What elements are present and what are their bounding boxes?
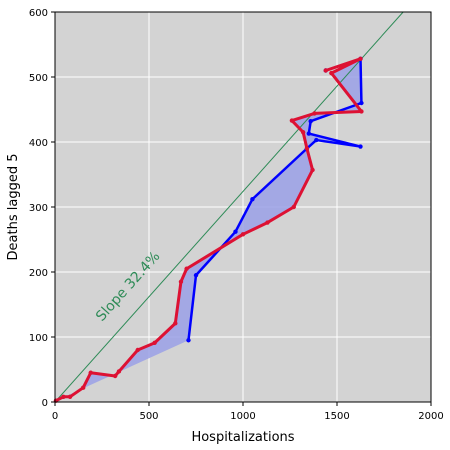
y-tick-label: 0 — [42, 398, 48, 409]
x-tick-label: 500 — [139, 411, 158, 422]
x-tick-label: 1000 — [230, 411, 255, 422]
data-point — [304, 146, 310, 151]
y-tick-label: 200 — [29, 268, 48, 279]
data-point — [186, 338, 191, 343]
data-point — [193, 273, 199, 278]
data-point — [329, 70, 334, 76]
x-tick-label: 0 — [52, 411, 58, 422]
data-point — [291, 204, 296, 210]
y-tick-label: 400 — [29, 138, 48, 149]
y-tick-label: 500 — [29, 73, 48, 84]
data-point — [308, 119, 313, 124]
y-tick-label: 300 — [29, 203, 48, 214]
y-ticks: 0 100 200 300 400 500 600 — [29, 8, 55, 409]
data-point — [135, 347, 140, 353]
data-point — [265, 220, 270, 225]
data-point — [359, 109, 364, 114]
data-point — [81, 385, 86, 390]
data-point — [358, 144, 363, 149]
x-axis-label: Hospitalizations — [191, 430, 294, 445]
data-point — [289, 118, 295, 123]
x-tick-label: 1500 — [324, 411, 349, 422]
data-point — [314, 137, 319, 143]
data-point — [67, 394, 73, 399]
data-point — [116, 369, 122, 374]
y-axis-label: Deaths lagged 5 — [6, 154, 21, 261]
series-line — [55, 57, 363, 403]
data-point — [152, 340, 157, 346]
data-point — [178, 279, 184, 284]
data-point — [61, 394, 66, 399]
data-point — [240, 232, 246, 237]
data-point — [184, 266, 189, 271]
slope-line-group — [54, 11, 404, 403]
x-tick-label: 2000 — [418, 411, 443, 422]
series-line — [187, 57, 363, 341]
data-point — [250, 197, 255, 202]
data-point — [312, 111, 317, 116]
data-point — [323, 68, 328, 73]
data-point — [300, 130, 306, 135]
data-point — [306, 131, 311, 136]
x-ticks: 0 500 1000 1500 2000 — [52, 402, 444, 422]
data-point — [233, 229, 238, 234]
slope-line — [54, 11, 404, 403]
y-tick-label: 600 — [29, 8, 48, 19]
y-tick-label: 100 — [29, 333, 48, 344]
series-group — [53, 56, 364, 403]
data-point — [173, 321, 178, 326]
data-point — [358, 56, 363, 61]
data-point — [112, 373, 118, 379]
data-point — [88, 370, 93, 375]
data-point — [359, 100, 364, 106]
data-point — [310, 167, 315, 173]
